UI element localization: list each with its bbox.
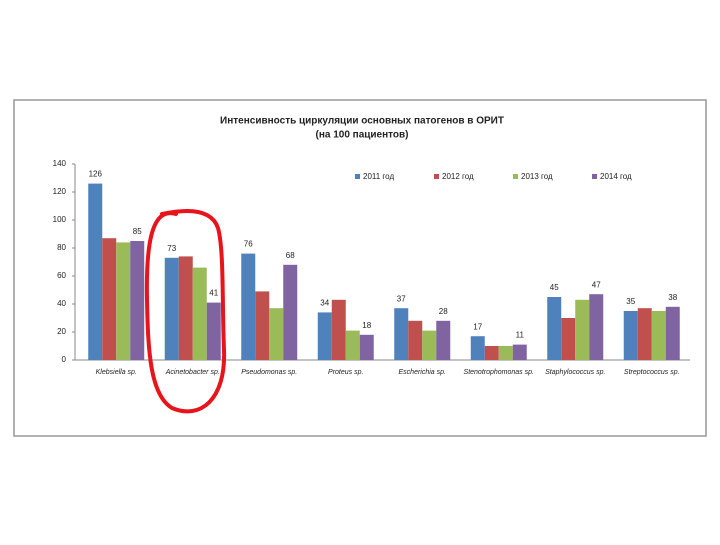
value-label: 45 [550, 283, 559, 292]
bar [436, 320, 451, 360]
y-tick-label: 40 [57, 299, 66, 308]
x-tick-label: Klebsiella sp. [96, 369, 137, 376]
value-label: 41 [209, 289, 218, 298]
bar [408, 320, 423, 360]
bar [130, 241, 145, 360]
highlight-ellipse [144, 208, 227, 414]
bar [331, 299, 346, 360]
x-tick-label: Escherichia sp. [399, 369, 447, 376]
bar [359, 334, 374, 360]
chart-title: Интенсивность циркуляции основных патоге… [220, 116, 504, 127]
legend-label: 2011 год [363, 172, 394, 181]
bar [88, 183, 103, 360]
value-label: 34 [320, 299, 329, 308]
bar [561, 318, 576, 360]
legend-swatch [434, 174, 439, 179]
legend-swatch [355, 174, 360, 179]
value-label: 38 [668, 293, 677, 302]
bar [589, 294, 604, 360]
value-label: 85 [133, 227, 142, 236]
y-tick-label: 0 [62, 355, 67, 364]
legend-swatch [513, 174, 518, 179]
x-tick-label: Stenotrophomonas sp. [464, 369, 534, 376]
y-tick-label: 60 [57, 271, 66, 280]
value-label: 18 [362, 321, 371, 330]
value-label: 37 [397, 294, 406, 303]
value-label: 11 [516, 331, 525, 340]
bar [283, 264, 298, 360]
x-tick-label: Streptococcus sp. [624, 369, 680, 376]
x-tick-label: Proteus sp. [328, 369, 363, 376]
value-label: 28 [439, 307, 448, 316]
bar [637, 308, 652, 360]
legend-label: 2014 год [600, 172, 632, 181]
y-tick-label: 100 [53, 215, 67, 224]
x-tick-label: Staphylococcus sp. [545, 369, 605, 376]
bar [317, 312, 332, 360]
y-tick-label: 80 [57, 243, 66, 252]
bar [665, 306, 680, 360]
bar [164, 257, 179, 360]
legend-label: 2012 год [442, 172, 474, 181]
bar [206, 302, 221, 360]
bar [116, 242, 131, 360]
value-label: 35 [626, 297, 635, 306]
bar [269, 308, 284, 360]
bar [178, 256, 193, 360]
bar [345, 330, 360, 360]
value-label: 17 [473, 322, 482, 331]
bar [484, 346, 499, 360]
value-label: 126 [89, 170, 103, 179]
bar [394, 308, 409, 360]
legend-swatch [592, 174, 597, 179]
chart-subtitle: (на 100 пациентов) [315, 130, 408, 141]
bar [498, 346, 513, 360]
bar [547, 297, 562, 360]
value-label: 76 [244, 240, 253, 249]
value-label: 73 [167, 244, 176, 253]
y-tick-label: 20 [57, 327, 66, 336]
value-label: 47 [592, 280, 601, 289]
bar [422, 330, 437, 360]
bar [241, 253, 256, 360]
y-tick-label: 140 [53, 159, 67, 168]
bar [512, 344, 527, 360]
bar [651, 311, 666, 360]
x-tick-label: Pseudomonas sp. [241, 369, 297, 376]
bar [623, 311, 638, 360]
value-label: 68 [286, 251, 295, 260]
bar [102, 238, 117, 360]
bar [575, 299, 590, 360]
bar [470, 336, 485, 360]
y-tick-label: 120 [53, 187, 67, 196]
legend-label: 2013 год [521, 172, 553, 181]
bar [192, 267, 207, 360]
x-tick-label: Acinetobacter sp. [165, 369, 220, 376]
bar [255, 291, 270, 360]
